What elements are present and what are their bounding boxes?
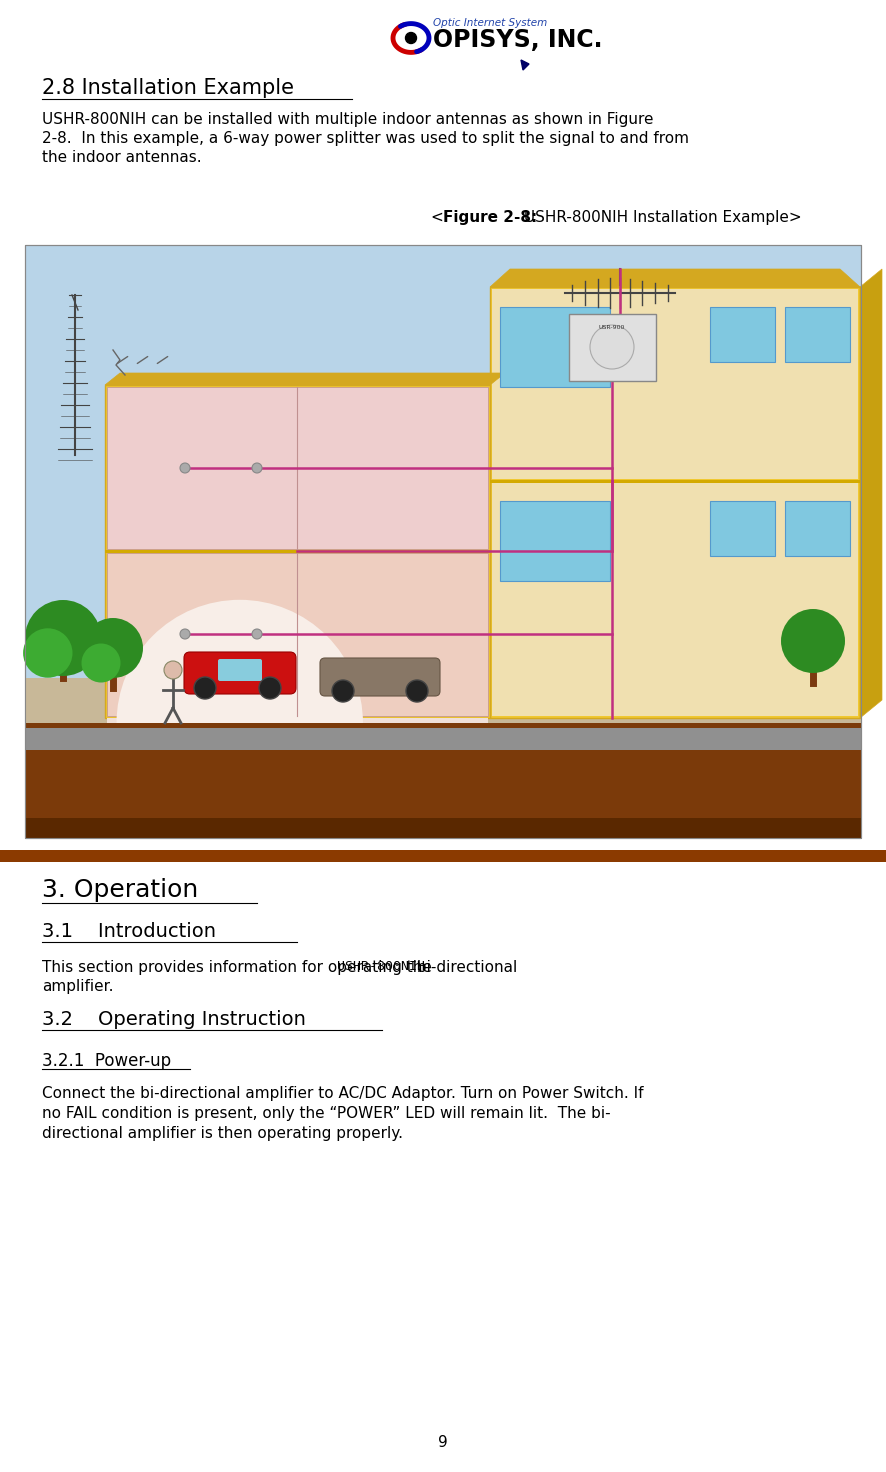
Text: This section provides information for operating the: This section provides information for op… — [42, 960, 437, 974]
Bar — [107, 718, 488, 723]
Polygon shape — [105, 372, 505, 386]
Text: 3.1    Introduction: 3.1 Introduction — [42, 921, 216, 941]
Bar — [490, 287, 860, 718]
Circle shape — [781, 609, 845, 673]
Polygon shape — [490, 269, 860, 287]
Text: 3.2.1  Power-up: 3.2.1 Power-up — [42, 1052, 171, 1070]
FancyBboxPatch shape — [320, 658, 440, 696]
Bar — [107, 553, 488, 715]
Bar — [25, 818, 861, 838]
Text: Connect the bi-directional amplifier to AC/DC Adaptor. Turn on Power Switch. If: Connect the bi-directional amplifier to … — [42, 1086, 643, 1101]
Text: 2-8.  In this example, a 6-way power splitter was used to split the signal to an: 2-8. In this example, a 6-way power spli… — [42, 131, 689, 146]
Circle shape — [252, 464, 262, 473]
Text: <: < — [431, 210, 443, 225]
Bar — [500, 500, 610, 581]
Text: bi-directional: bi-directional — [412, 960, 517, 974]
Circle shape — [83, 618, 143, 679]
Polygon shape — [860, 269, 882, 718]
Text: 3. Operation: 3. Operation — [42, 877, 198, 902]
Bar — [785, 500, 850, 556]
Circle shape — [194, 677, 216, 699]
Text: amplifier.: amplifier. — [42, 979, 113, 994]
Bar — [490, 480, 860, 483]
Bar — [105, 386, 490, 718]
Circle shape — [590, 325, 634, 369]
Circle shape — [164, 661, 182, 679]
Circle shape — [332, 680, 354, 702]
Text: OPISYS, INC.: OPISYS, INC. — [433, 28, 602, 52]
Bar — [25, 679, 861, 838]
FancyBboxPatch shape — [184, 652, 296, 693]
Bar — [785, 308, 850, 362]
Polygon shape — [521, 60, 529, 71]
Text: the indoor antennas.: the indoor antennas. — [42, 150, 202, 165]
Bar — [25, 729, 861, 751]
Text: USR-900: USR-900 — [599, 325, 626, 330]
Bar — [25, 244, 861, 838]
Circle shape — [252, 629, 262, 639]
Circle shape — [82, 643, 120, 683]
Text: Figure 2-8:: Figure 2-8: — [443, 210, 537, 225]
Circle shape — [259, 677, 281, 699]
FancyBboxPatch shape — [569, 314, 656, 381]
Bar — [25, 244, 861, 838]
Bar — [710, 500, 775, 556]
Circle shape — [406, 680, 428, 702]
Text: USHR-800NIH Installation Example>: USHR-800NIH Installation Example> — [519, 210, 802, 225]
Bar — [105, 551, 490, 553]
Bar — [492, 483, 858, 715]
Text: directional amplifier is then operating properly.: directional amplifier is then operating … — [42, 1126, 403, 1141]
Bar — [25, 723, 861, 838]
Circle shape — [25, 601, 101, 676]
Text: USHR-800NIH: USHR-800NIH — [337, 960, 425, 973]
Bar — [500, 308, 610, 387]
Wedge shape — [117, 599, 363, 723]
Circle shape — [406, 32, 416, 44]
Bar — [107, 387, 488, 549]
Text: 3.2    Operating Instruction: 3.2 Operating Instruction — [42, 1010, 306, 1029]
Text: 2.8 Installation Example: 2.8 Installation Example — [42, 78, 294, 99]
Bar — [492, 289, 858, 478]
Text: 9: 9 — [438, 1435, 448, 1450]
Bar — [0, 849, 886, 863]
Circle shape — [180, 464, 190, 473]
Text: Optic Internet System: Optic Internet System — [433, 18, 548, 28]
Bar — [710, 308, 775, 362]
FancyBboxPatch shape — [218, 659, 262, 682]
Text: USHR-800NIH can be installed with multiple indoor antennas as shown in Figure: USHR-800NIH can be installed with multip… — [42, 112, 654, 127]
Circle shape — [23, 629, 73, 677]
Text: no FAIL condition is present, only the “POWER” LED will remain lit.  The bi-: no FAIL condition is present, only the “… — [42, 1105, 610, 1122]
Circle shape — [180, 629, 190, 639]
